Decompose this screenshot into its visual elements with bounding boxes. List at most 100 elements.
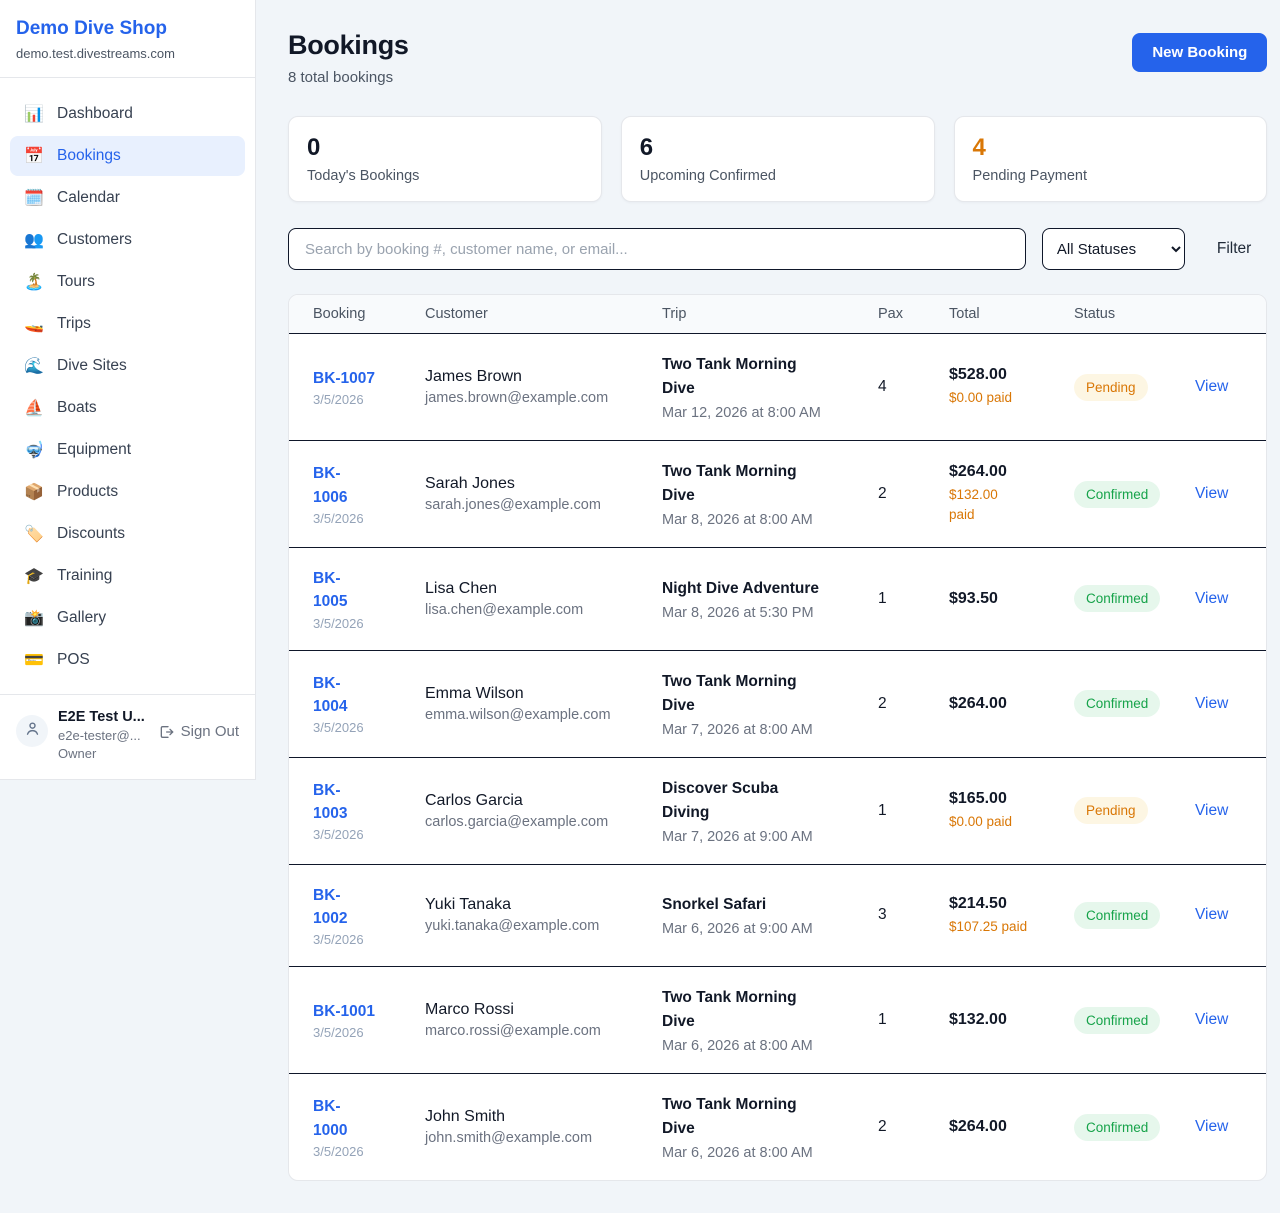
- view-link[interactable]: View: [1195, 694, 1229, 712]
- customer-name: Yuki Tanaka: [425, 896, 511, 914]
- column-header-total: Total: [949, 306, 980, 322]
- paid-amount: $0.00 paid: [949, 813, 1013, 829]
- status-cell: Confirmed: [1074, 1113, 1195, 1141]
- customer-name: Marco Rossi: [425, 1001, 514, 1019]
- booking-number-link[interactable]: BK- 1006: [313, 465, 348, 506]
- booking-number-link[interactable]: BK- 1000: [313, 1098, 348, 1139]
- table-row: BK- 1005 3/5/2026 Lisa Chen lisa.chen@ex…: [289, 548, 1267, 651]
- customer-cell: Marco Rossi marco.rossi@example.com: [425, 1001, 662, 1039]
- sidebar-item-label: Tours: [57, 273, 95, 290]
- view-link[interactable]: View: [1195, 1118, 1229, 1136]
- pax-count: 2: [878, 485, 887, 503]
- total-amount: $264.00: [949, 1118, 1007, 1136]
- booking-number-link[interactable]: BK- 1005: [313, 570, 348, 611]
- booking-date: 3/5/2026: [313, 932, 364, 948]
- stat-label: Pending Payment: [972, 168, 1088, 184]
- sidebar-item-tours[interactable]: 🏝️ Tours: [10, 262, 245, 302]
- filter-row: All Statuses Filter: [288, 228, 1267, 270]
- credit-card-icon: 💳: [24, 652, 44, 669]
- booking-number-link[interactable]: BK- 1003: [313, 781, 348, 823]
- trip-name: Two Tank Morning Dive: [662, 989, 797, 1031]
- total-cell: $528.00 $0.00 paid: [949, 366, 1074, 408]
- total-amount: $165.00: [949, 789, 1007, 807]
- sidebar-item-products[interactable]: 📦 Products: [10, 472, 245, 512]
- sidebar-item-dive-sites[interactable]: 🌊 Dive Sites: [10, 346, 245, 386]
- wave-icon: 🌊: [24, 358, 44, 375]
- filter-button[interactable]: Filter: [1201, 240, 1267, 258]
- shop-domain: demo.test.divestreams.com: [16, 46, 175, 61]
- sign-out-button[interactable]: Sign Out: [158, 723, 239, 740]
- view-link[interactable]: View: [1195, 906, 1229, 924]
- view-link[interactable]: View: [1195, 801, 1229, 819]
- sidebar-item-training[interactable]: 🎓 Training: [10, 556, 245, 596]
- stat-value: 4: [972, 134, 986, 161]
- sidebar-item-customers[interactable]: 👥 Customers: [10, 220, 245, 260]
- status-cell: Confirmed: [1074, 690, 1195, 718]
- stat-card-today-s-bookings: 0 Today's Bookings: [288, 116, 602, 202]
- total-cell: $214.50 $107.25 paid: [949, 895, 1074, 937]
- sailboat-icon: ⛵: [24, 400, 44, 417]
- new-booking-button[interactable]: New Booking: [1132, 33, 1268, 72]
- view-link[interactable]: View: [1195, 485, 1229, 503]
- sidebar-item-label: POS: [57, 651, 90, 668]
- booking-cell: BK- 1006 3/5/2026: [313, 462, 425, 526]
- table-row: BK- 1004 3/5/2026 Emma Wilson emma.wilso…: [289, 651, 1267, 758]
- booking-date: 3/5/2026: [313, 615, 364, 631]
- user-name: E2E Test U...: [58, 709, 145, 725]
- sidebar-item-equipment[interactable]: 🤿 Equipment: [10, 430, 245, 470]
- status-cell: Confirmed: [1074, 480, 1195, 508]
- status-cell: Confirmed: [1074, 585, 1195, 613]
- trip-cell: Two Tank Morning Dive Mar 6, 2026 at 8:0…: [662, 986, 878, 1054]
- total-amount: $93.50: [949, 589, 998, 607]
- sidebar-item-label: Bookings: [57, 147, 121, 164]
- sign-out-icon: [158, 724, 174, 740]
- trip-cell: Snorkel Safari Mar 6, 2026 at 9:00 AM: [662, 893, 878, 937]
- view-cell: View: [1195, 485, 1242, 503]
- island-icon: 🏝️: [24, 274, 44, 291]
- trip-cell: Two Tank Morning Dive Mar 8, 2026 at 8:0…: [662, 460, 878, 528]
- sidebar-item-trips[interactable]: 🚤 Trips: [10, 304, 245, 344]
- total-cell: $264.00: [949, 695, 1074, 713]
- sidebar-item-calendar[interactable]: 🗓️ Calendar: [10, 178, 245, 218]
- graduation-cap-icon: 🎓: [24, 568, 44, 585]
- sidebar-item-discounts[interactable]: 🏷️ Discounts: [10, 514, 245, 554]
- pax-count: 1: [878, 1011, 887, 1029]
- status-badge: Confirmed: [1074, 690, 1161, 718]
- trip-cell: Two Tank Morning Dive Mar 12, 2026 at 8:…: [662, 353, 878, 421]
- total-amount: $264.00: [949, 463, 1007, 481]
- booking-number-link[interactable]: BK- 1002: [313, 886, 348, 927]
- view-cell: View: [1195, 1011, 1242, 1029]
- sidebar-item-boats[interactable]: ⛵ Boats: [10, 388, 245, 428]
- page-title: Bookings: [288, 30, 409, 60]
- person-icon: [24, 720, 41, 742]
- sidebar-item-gallery[interactable]: 📸 Gallery: [10, 598, 245, 638]
- trip-name: Two Tank Morning Dive: [662, 356, 797, 398]
- total-cell: $132.00: [949, 1011, 1074, 1029]
- table-row: BK- 1003 3/5/2026 Carlos Garcia carlos.g…: [289, 758, 1267, 865]
- booking-number-link[interactable]: BK-1001: [313, 1003, 376, 1021]
- trip-datetime: Mar 6, 2026 at 8:00 AM: [662, 1145, 813, 1162]
- sidebar-item-dashboard[interactable]: 📊 Dashboard: [10, 94, 245, 134]
- status-badge: Confirmed: [1074, 480, 1161, 508]
- view-link[interactable]: View: [1195, 378, 1229, 396]
- sidebar-item-bookings[interactable]: 📅 Bookings: [10, 136, 245, 176]
- booking-number-link[interactable]: BK- 1004: [313, 674, 348, 716]
- search-input[interactable]: [288, 228, 1026, 270]
- status-cell: Pending: [1074, 797, 1195, 825]
- status-filter-select[interactable]: All Statuses: [1041, 228, 1185, 270]
- camera-icon: 📸: [24, 610, 44, 627]
- view-link[interactable]: View: [1195, 1011, 1229, 1029]
- table-row: BK-1007 3/5/2026 James Brown james.brown…: [289, 334, 1267, 442]
- booking-cell: BK-1007 3/5/2026: [313, 367, 425, 407]
- sidebar-item-label: Calendar: [57, 189, 120, 206]
- booking-number-link[interactable]: BK-1007: [313, 369, 376, 387]
- trip-name: Discover Scuba Diving: [662, 779, 779, 821]
- customer-name: John Smith: [425, 1108, 506, 1126]
- trip-datetime: Mar 6, 2026 at 8:00 AM: [662, 1038, 813, 1055]
- shop-header: Demo Dive Shop demo.test.divestreams.com: [0, 0, 255, 78]
- status-badge: Confirmed: [1074, 1113, 1161, 1141]
- calendar-icon: 🗓️: [24, 190, 44, 207]
- view-link[interactable]: View: [1195, 589, 1229, 607]
- view-cell: View: [1195, 906, 1242, 924]
- sidebar-item-pos[interactable]: 💳 POS: [10, 640, 245, 680]
